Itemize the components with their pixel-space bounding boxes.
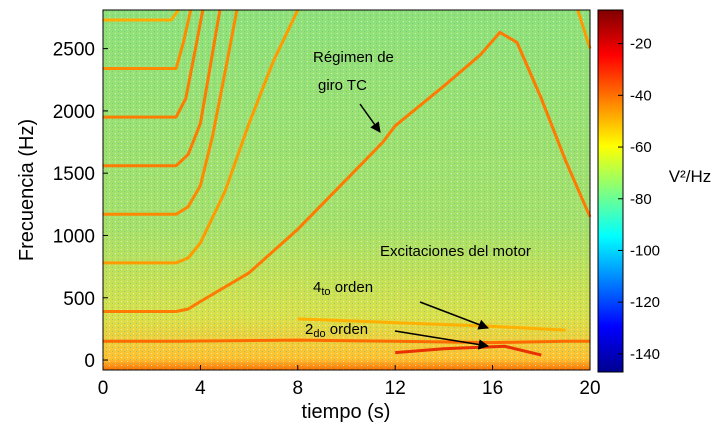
spectral-line bbox=[103, 9, 205, 119]
annotation: 2do orden bbox=[305, 321, 368, 340]
spectral-line bbox=[103, 30, 592, 313]
x-tick-label: 20 bbox=[579, 378, 600, 399]
spectral-line bbox=[103, 9, 193, 70]
colorbar-tick-label: -80 bbox=[630, 191, 652, 208]
annotation: Régimen de bbox=[313, 49, 394, 66]
y-tick-label: 2000 bbox=[53, 102, 95, 123]
arrow bbox=[394, 330, 490, 350]
annotation-part: orden bbox=[331, 279, 374, 296]
spectral-line bbox=[103, 9, 300, 265]
annotation-part: to bbox=[321, 286, 330, 298]
annotation-part: 2 bbox=[305, 321, 313, 338]
spectral-line bbox=[297, 317, 566, 332]
colorbar-label: V²/Hz bbox=[669, 167, 712, 186]
spectral-line bbox=[103, 338, 590, 345]
annotation-part: orden bbox=[326, 321, 369, 338]
colorbar bbox=[597, 9, 624, 373]
annotation-part: 4 bbox=[313, 279, 321, 296]
spectral-line bbox=[395, 344, 542, 357]
colorbar-tick-label: -100 bbox=[630, 242, 660, 259]
annotation: giro TC bbox=[318, 77, 367, 94]
annotation-part: do bbox=[313, 328, 325, 340]
colorbar-tick-label: -40 bbox=[630, 87, 652, 104]
colorbar-tick-label: -120 bbox=[630, 294, 660, 311]
y-tick-label: 0 bbox=[84, 351, 95, 372]
x-tick-label: 4 bbox=[195, 378, 206, 399]
annotation: Excitaciones del motor bbox=[380, 243, 531, 260]
plot-frame bbox=[102, 9, 591, 371]
spectral-line bbox=[103, 9, 239, 216]
spectral-line bbox=[103, 9, 180, 22]
x-tick-label: 12 bbox=[385, 378, 406, 399]
y-tick-label: 1000 bbox=[53, 226, 95, 247]
arrow bbox=[359, 103, 381, 133]
y-tick-label: 2500 bbox=[53, 40, 95, 61]
y-axis-label: Frecuencia (Hz) bbox=[16, 119, 38, 261]
colorbar-tick-label: -20 bbox=[630, 36, 652, 53]
x-tick-label: 8 bbox=[293, 378, 304, 399]
spectral-line bbox=[576, 9, 592, 50]
annotation: 4to orden bbox=[313, 279, 373, 298]
x-tick-label: 16 bbox=[482, 378, 503, 399]
colorbar-tick-label: -140 bbox=[630, 346, 660, 363]
y-tick-label: 1500 bbox=[53, 164, 95, 185]
y-tick-label: 500 bbox=[63, 289, 95, 310]
x-tick-label: 0 bbox=[98, 378, 109, 399]
colorbar-tick-label: -60 bbox=[630, 139, 652, 156]
x-axis-label: tiempo (s) bbox=[302, 401, 391, 423]
spectral-line bbox=[103, 9, 222, 168]
arrow bbox=[419, 301, 489, 330]
